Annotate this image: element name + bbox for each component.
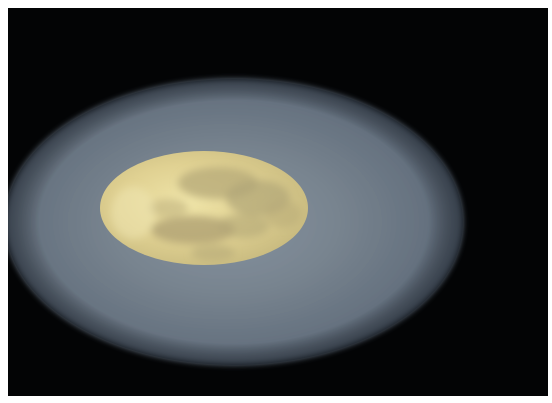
moon-scene-svg [8,79,463,365]
night-sky-photo [8,8,548,396]
moon [100,151,308,265]
lunar-maria [111,167,301,261]
